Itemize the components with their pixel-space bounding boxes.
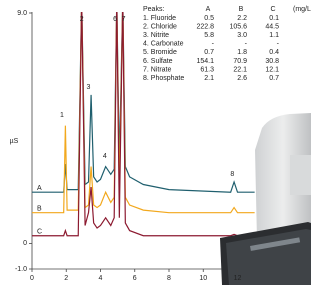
table-cell: 2.1 <box>204 75 214 82</box>
table-cell: - <box>245 41 248 48</box>
table-cell: 0.7 <box>204 49 214 56</box>
x-tick-label: 0 <box>30 275 34 282</box>
trace-label: A <box>37 185 42 192</box>
table-cell: 1.8 <box>237 49 247 56</box>
table-cell: 30.8 <box>265 58 279 65</box>
table-cell: 70.9 <box>233 58 247 65</box>
table-cell: 8. Phosphate <box>143 75 184 82</box>
table-cell: 2.6 <box>237 75 247 82</box>
trace-label: B <box>37 206 42 213</box>
peak-label: 2 <box>80 16 84 23</box>
table-cell: 2. Chloride <box>143 23 177 30</box>
peak-label: 3 <box>87 84 91 91</box>
peak-label: 7 <box>122 16 126 23</box>
table-cell: 2.2 <box>237 15 247 22</box>
peak-label: 1 <box>60 112 64 119</box>
table-cell: 0.4 <box>269 49 279 56</box>
table-cell: 222.8 <box>196 23 214 30</box>
x-tick-label: 10 <box>199 275 207 282</box>
instrument-panel <box>290 155 311 195</box>
table-cell: 3.0 <box>237 32 247 39</box>
y-axis-label: µS <box>10 138 19 145</box>
table-cell: 5. Bromide <box>143 49 177 56</box>
x-tick-label: 12 <box>234 275 242 282</box>
table-cell: 154.1 <box>196 58 214 65</box>
table-cell: 6. Sulfate <box>143 58 173 65</box>
table-cell: 61.3 <box>200 66 214 73</box>
table-cell: - <box>212 41 215 48</box>
table-header: C <box>270 6 275 13</box>
table-cell: 0.5 <box>204 15 214 22</box>
table-cell: 44.5 <box>265 23 279 30</box>
instrument-photo <box>220 113 311 285</box>
table-cell: 0.7 <box>269 75 279 82</box>
x-tick-label: 6 <box>133 275 137 282</box>
table-cell: 1.1 <box>269 32 279 39</box>
table-cell: 0.1 <box>269 15 279 22</box>
x-tick-label: 4 <box>99 275 103 282</box>
table-cell: 5.8 <box>204 32 214 39</box>
y-tick-label: 0 <box>23 240 27 247</box>
table-header: A <box>206 6 211 13</box>
table-cell: 105.6 <box>229 23 247 30</box>
table-header: Peaks: <box>143 6 164 13</box>
x-tick-label: 2 <box>64 275 68 282</box>
table-cell: 7. Nitrate <box>143 66 172 73</box>
table-cell: 22.1 <box>233 66 247 73</box>
y-tick-label: -1.0 <box>15 266 27 273</box>
table-cell: 12.1 <box>265 66 279 73</box>
table-cell: - <box>277 41 280 48</box>
table-header: B <box>239 6 244 13</box>
peak-label: 6 <box>113 16 117 23</box>
table-cell: 4. Carbonate <box>143 41 184 48</box>
peak-label: 8 <box>230 171 234 178</box>
trace-label: C <box>37 229 42 236</box>
table-cell: 3. Nitrite <box>143 32 169 39</box>
x-tick-label: 8 <box>167 275 171 282</box>
table-cell: 1. Fluoride <box>143 15 176 22</box>
peak-label: 4 <box>103 153 107 160</box>
y-tick-label: 9.0 <box>17 10 27 17</box>
table-header: (mg/L) <box>293 6 311 13</box>
